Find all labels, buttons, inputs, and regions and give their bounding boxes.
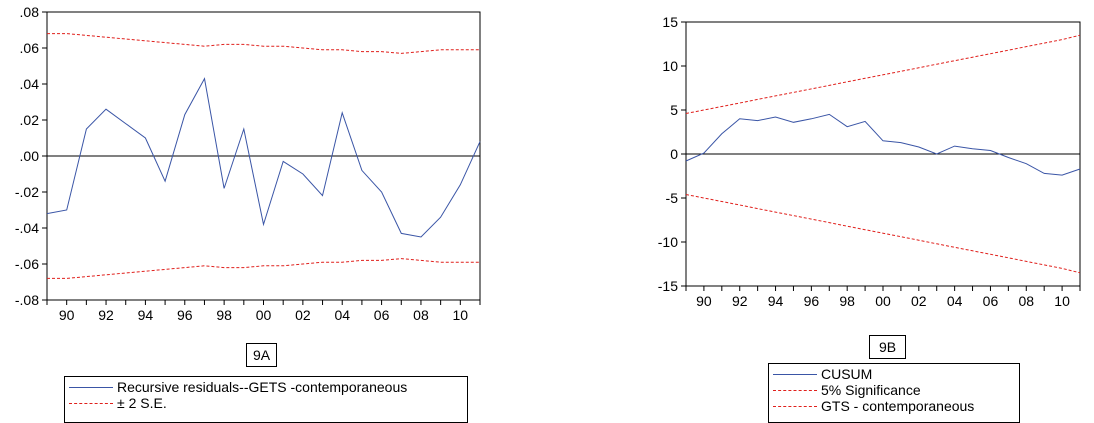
chart-9b-x-tick-label: 00 bbox=[875, 293, 891, 309]
legend-label: ± 2 S.E. bbox=[117, 395, 167, 411]
chart-9a-x-tick-label: 10 bbox=[453, 307, 469, 323]
chart-9a-y-tick-label: -.06 bbox=[15, 256, 39, 272]
chart-9a-legend: Recursive residuals--GETS -contemporaneo… bbox=[64, 376, 468, 423]
chart-9a-y-tick-label: -.02 bbox=[15, 184, 39, 200]
legend-swatch-solid bbox=[773, 373, 817, 375]
chart-9a-y-tick-label: -.08 bbox=[15, 292, 39, 308]
chart-9a-x-tick-label: 04 bbox=[334, 307, 350, 323]
chart-9b-y-tick-label: -15 bbox=[658, 278, 678, 294]
chart-9a-y-tick-label: -.04 bbox=[15, 220, 39, 236]
legend-swatch-dashed bbox=[773, 405, 817, 407]
chart-9b-x-tick-label: 06 bbox=[983, 293, 999, 309]
chart-9a-x-tick-label: 94 bbox=[138, 307, 154, 323]
chart-9a-y-tick-label: .08 bbox=[20, 4, 40, 20]
chart-9b-y-tick-label: 5 bbox=[670, 102, 678, 118]
chart-9b-x-tick-label: 08 bbox=[1018, 293, 1034, 309]
chart-9b-series-line-0 bbox=[685, 113, 1081, 176]
chart-9a-x-tick-label: 98 bbox=[216, 307, 232, 323]
chart-9a-y-tick-label: .02 bbox=[20, 112, 40, 128]
chart-9a-series-line-1 bbox=[47, 33, 480, 54]
chart-9a-caption: 9A bbox=[246, 343, 277, 367]
chart-9b-legend: CUSUM 5% Significance GTS - contemporane… bbox=[768, 363, 1020, 423]
legend-swatch-solid bbox=[69, 386, 113, 388]
chart-9b-x-tick-label: 92 bbox=[732, 293, 748, 309]
chart-9a-series-line-2 bbox=[47, 258, 480, 279]
chart-9b-y-tick-label: -5 bbox=[666, 190, 679, 206]
legend-item: CUSUM bbox=[773, 366, 1015, 382]
legend-swatch-dashed bbox=[69, 402, 113, 404]
chart-9b-caption: 9B bbox=[869, 335, 906, 359]
chart-9a-series-line-0 bbox=[46, 77, 481, 238]
chart-9b-x-tick-label: 94 bbox=[768, 293, 784, 309]
chart-9b-x-tick-label: 02 bbox=[911, 293, 927, 309]
chart-9a-x-tick-label: 02 bbox=[295, 307, 311, 323]
chart-9b-x-tick-label: 04 bbox=[947, 293, 963, 309]
legend-label: GTS - contemporaneous bbox=[821, 398, 975, 414]
chart-9b-x-tick-label: 90 bbox=[696, 293, 712, 309]
legend-swatch-dashed bbox=[773, 389, 817, 391]
chart-9b-y-tick-label: -10 bbox=[658, 234, 678, 250]
chart-9b: 15 10 5 0 -5 -10 -15 90 92 94 96 98 00 02 04 06 08 10 bbox=[658, 14, 1081, 309]
legend-item: ± 2 S.E. bbox=[69, 395, 463, 411]
chart-9a-y-tick-label: .06 bbox=[20, 40, 40, 56]
chart-9b-series-line-2 bbox=[685, 194, 1081, 274]
chart-9b-x-tick-label: 10 bbox=[1054, 293, 1070, 309]
chart-9a-x-tick-label: 92 bbox=[98, 307, 114, 323]
chart-9b-x-tick-label: 98 bbox=[839, 293, 855, 309]
legend-label: 5% Significance bbox=[821, 382, 921, 398]
legend-item: 5% Significance bbox=[773, 382, 1015, 398]
chart-9a-y-tick-label: .00 bbox=[20, 148, 40, 164]
chart-9a-y-tick-label: .04 bbox=[20, 76, 40, 92]
chart-9b-series-line-1 bbox=[685, 34, 1081, 114]
chart-9a-x-tick-label: 00 bbox=[256, 307, 272, 323]
chart-9b-y-tick-label: 15 bbox=[662, 14, 678, 30]
chart-9b-y-tick-label: 10 bbox=[662, 58, 678, 74]
legend-label: Recursive residuals--GETS -contemporaneo… bbox=[117, 379, 408, 395]
legend-item: GTS - contemporaneous bbox=[773, 398, 1015, 414]
legend-label: CUSUM bbox=[821, 366, 873, 382]
legend-item: Recursive residuals--GETS -contemporaneo… bbox=[69, 379, 463, 395]
chart-9a-x-tick-label: 08 bbox=[413, 307, 429, 323]
chart-9a-x-tick-label: 96 bbox=[177, 307, 193, 323]
chart-9a-x-tick-label: 90 bbox=[59, 307, 75, 323]
chart-9b-x-tick-label: 96 bbox=[804, 293, 820, 309]
chart-9a: .08 .06 .04 .02 .00 -.02 -.04 -.06 -.08 90 92 94 96 9… bbox=[15, 4, 481, 323]
chart-9b-y-tick-label: 0 bbox=[670, 146, 678, 162]
chart-9a-x-tick-label: 06 bbox=[374, 307, 390, 323]
